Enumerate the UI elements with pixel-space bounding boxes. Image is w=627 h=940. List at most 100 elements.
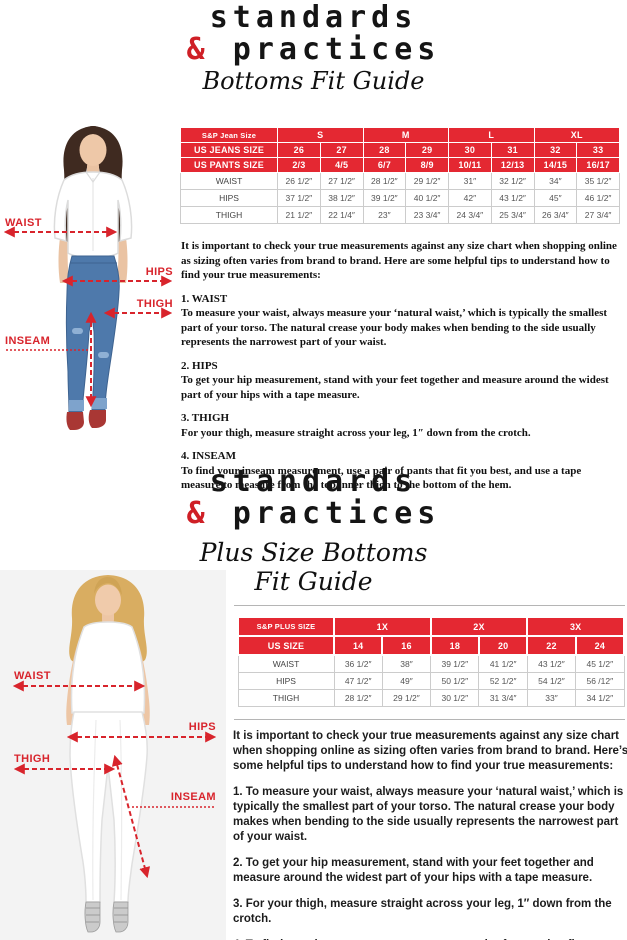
- cell: 28 1/2″: [362, 172, 407, 190]
- divider-line-top: [234, 605, 625, 606]
- cell: 1X: [333, 616, 432, 637]
- cell: 26 1/2″: [277, 172, 321, 190]
- cell: 21 1/2″: [277, 206, 321, 224]
- group-header-row: S&P PLUS SIZE 1X 2X 3X: [237, 616, 625, 637]
- cell: 45″: [533, 189, 578, 207]
- brand-logo: standards & practices: [0, 2, 627, 66]
- model-illustration-regular: [3, 126, 173, 430]
- tip-body: To get your hip measurement, stand with …: [181, 374, 609, 401]
- brand-logo: standards & practices: [0, 466, 627, 530]
- cell: 40 1/2″: [405, 189, 449, 207]
- cell: 29 1/2″: [381, 688, 432, 707]
- cell: 4/5: [319, 157, 364, 173]
- cell: HIPS: [237, 671, 335, 690]
- cell: 25 3/4″: [490, 206, 535, 224]
- cell: 10/11: [448, 157, 492, 173]
- cell: 31: [490, 142, 535, 158]
- cell: 27 1/2″: [319, 172, 364, 190]
- brand-word-practices: practices: [232, 32, 441, 67]
- model-illustration-plus: [12, 575, 217, 933]
- tip-heading: 3. THIGH: [181, 412, 230, 424]
- hips-row: HIPS 47 1/2″ 49″ 50 1/2″ 52 1/2″ 54 1/2″…: [237, 671, 625, 690]
- cell: 2X: [429, 616, 529, 637]
- tip-thigh: 3. THIGH For your thigh, measure straight…: [181, 411, 619, 440]
- cell: THIGH: [237, 688, 335, 707]
- model-photo-regular: WAIST HIPS THIGH INSEAM: [0, 120, 185, 450]
- woman-figure: [53, 126, 133, 430]
- cell: 46 1/2″: [576, 189, 620, 207]
- thigh-diagram-label: THIGH: [14, 753, 51, 765]
- cell: HIPS: [180, 189, 278, 207]
- waist-diagram-label: WAIST: [14, 670, 51, 682]
- cell: 30 1/2″: [430, 688, 480, 707]
- cell: S&P PLUS SIZE: [237, 616, 335, 637]
- cell: 34″: [533, 172, 578, 190]
- cell: S&P Jean Size: [180, 127, 278, 143]
- cell: US PANTS SIZE: [180, 157, 278, 173]
- thigh-row: THIGH 21 1/2″ 22 1/4″ 23″ 23 3/4″ 24 3/4…: [180, 206, 620, 224]
- cell: 16: [381, 635, 432, 656]
- cell: 38 1/2″: [319, 189, 364, 207]
- brand-word-standards: standards: [209, 464, 418, 499]
- tip-body: To find your inseam measurement, use a p…: [181, 464, 582, 492]
- cell: 8/9: [405, 157, 449, 173]
- section2-title: Plus Size Bottoms Fit Guide: [0, 538, 627, 596]
- brand-word-practices: practices: [232, 496, 441, 531]
- cell: 18: [429, 635, 480, 656]
- cell: 49″: [381, 671, 432, 690]
- cell: 28 1/2″: [333, 688, 383, 707]
- hips-row: HIPS 37 1/2″ 38 1/2″ 39 1/2″ 40 1/2″ 42″…: [180, 189, 620, 207]
- cell: 43 1/2″: [526, 654, 577, 673]
- cell: 6/7: [362, 157, 407, 173]
- thigh-row: THIGH 28 1/2″ 29 1/2″ 30 1/2″ 31 3/4″ 33…: [237, 688, 625, 707]
- cell: 39 1/2″: [362, 189, 407, 207]
- brand-word-standards: standards: [209, 0, 418, 35]
- cell: 24 3/4″: [448, 206, 492, 224]
- tip-heading: 4. INSEAM: [181, 450, 237, 462]
- cell: THIGH: [180, 206, 278, 224]
- cell: 41 1/2″: [478, 654, 528, 673]
- cell: 20: [477, 635, 529, 656]
- tip-waist: 1. To measure your waist, always measure…: [233, 786, 624, 843]
- thigh-diagram-label: THIGH: [136, 298, 173, 310]
- cell: 47 1/2″: [333, 671, 383, 690]
- cell: 33″: [526, 688, 577, 707]
- cell: 39 1/2″: [430, 654, 480, 673]
- section1-title: Bottoms Fit Guide: [202, 67, 425, 95]
- cell: 52 1/2″: [478, 671, 528, 690]
- cell: 56 /12″: [575, 671, 625, 690]
- cell: 29: [405, 142, 449, 158]
- cell: 45 1/2″: [575, 654, 625, 673]
- cell: XL: [533, 127, 620, 143]
- tip-hips: 2. HIPS To get your hip measurement, stan…: [181, 359, 619, 403]
- cell: US JEANS SIZE: [180, 142, 278, 158]
- section2-title-line1: Plus Size Bottoms: [199, 538, 428, 567]
- tip-body: For your thigh, measure straight across …: [181, 426, 531, 439]
- cell: 37 1/2″: [277, 189, 321, 207]
- cell: L: [448, 127, 535, 143]
- cell: 24: [574, 635, 626, 656]
- us-size-row: US SIZE 14 16 18 20 22 24: [237, 635, 626, 656]
- cell: 32: [533, 142, 578, 158]
- cell: 12/13: [490, 157, 535, 173]
- brand-ampersand: &: [186, 32, 210, 67]
- group-header-row: S&P Jean Size S M L XL: [180, 127, 620, 143]
- tip-heading: 1. WAIST: [181, 292, 228, 305]
- cell: US SIZE: [237, 635, 335, 656]
- measurement-tips-regular: It is important to check your true measu…: [181, 239, 619, 502]
- brand-ampersand: &: [186, 496, 210, 531]
- section2-title-line2: Fit Guide: [254, 567, 373, 596]
- tip-thigh: 3. For your thigh, measure straight acro…: [233, 898, 612, 925]
- inseam-arrow: [111, 754, 151, 879]
- cell: 14: [332, 635, 384, 656]
- tip-heading: 2. HIPS: [181, 359, 218, 372]
- cell: 43 1/2″: [490, 189, 535, 207]
- us-pants-size-row: US PANTS SIZE 2/3 4/5 6/7 8/9 10/11 12/1…: [180, 157, 620, 173]
- cell: 31″: [448, 172, 492, 190]
- plus-size-table: S&P PLUS SIZE 1X 2X 3X US SIZE 14 16 18 …: [237, 616, 626, 707]
- hips-diagram-label: HIPS: [188, 721, 216, 733]
- cell: 26: [277, 142, 321, 158]
- cell: 2/3: [277, 157, 321, 173]
- cell: 23″: [362, 206, 407, 224]
- cell: 33: [576, 142, 620, 158]
